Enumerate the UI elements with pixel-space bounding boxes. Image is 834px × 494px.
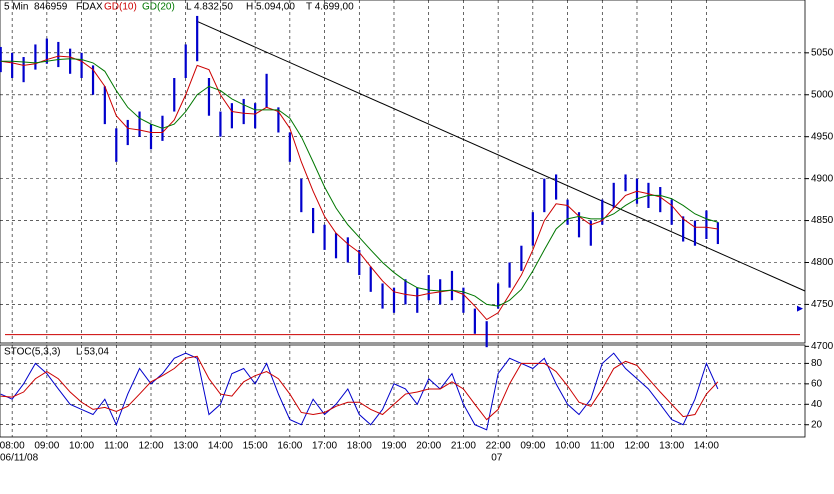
- legend-ma20: GD(20): [142, 2, 175, 13]
- x-tick-label: 19:00: [381, 441, 406, 452]
- y-tick-label: 80: [811, 358, 823, 369]
- stoch-title: STOC(5,3,3): [4, 347, 61, 358]
- x-tick-label: 09:00: [520, 441, 545, 452]
- stat-last: L 4.832,50: [186, 2, 233, 13]
- series-line: [0, 355, 719, 421]
- y-tick-label: 4700: [811, 341, 834, 352]
- x-tick-label: 12:00: [624, 441, 649, 452]
- stat-high: H 5.094,00: [246, 2, 295, 13]
- x-tick-label: 11:00: [104, 441, 129, 452]
- x-tick-label: 08:00: [0, 441, 25, 452]
- x-tick-label: 15:00: [243, 441, 268, 452]
- y-tick-label: 4850: [811, 215, 834, 226]
- y-tick-label: 60: [811, 378, 823, 389]
- y-tick-label: 4750: [811, 299, 834, 310]
- y-tick-label: 20: [811, 419, 823, 430]
- y-tick-label: 4900: [811, 173, 834, 184]
- x-tick-label: 09:00: [34, 441, 59, 452]
- x-tick-label: 17:00: [312, 441, 337, 452]
- x-tick-label: 13:00: [173, 441, 198, 452]
- x-tick-label: 21:00: [451, 441, 476, 452]
- x-tick-label: 12:00: [138, 441, 163, 452]
- series-line: [0, 352, 719, 431]
- series-line: [0, 58, 719, 307]
- x-tick-label: 20:00: [416, 441, 441, 452]
- y-tick-label: 5000: [811, 89, 834, 100]
- last-price-marker: [797, 305, 803, 312]
- instrument-id: 846959: [34, 2, 68, 13]
- x-tick-label: 11:00: [590, 441, 615, 452]
- date-label: 07: [491, 453, 503, 464]
- x-tick-label: 10:00: [555, 441, 580, 452]
- x-tick-label: 16:00: [277, 441, 302, 452]
- y-tick-label: 4800: [811, 257, 834, 268]
- price-panel: [0, 0, 806, 344]
- stat-low: T 4.699,00: [306, 2, 354, 13]
- series-line: [0, 55, 718, 321]
- symbol: FDAX: [76, 2, 103, 13]
- x-tick-label: 14:00: [208, 441, 233, 452]
- stoch-panel: [0, 344, 806, 438]
- stoch-stat: L 53,04: [76, 347, 109, 358]
- x-tick-label: 18:00: [347, 441, 372, 452]
- x-tick-label: 13:00: [659, 441, 684, 452]
- x-tick-label: 10:00: [69, 441, 94, 452]
- y-tick-label: 40: [811, 399, 823, 410]
- y-tick-label: 4950: [811, 131, 834, 142]
- x-tick-label: 22:00: [486, 441, 511, 452]
- trend-line: [195, 20, 806, 292]
- legend-ma10: GD(10): [104, 2, 137, 13]
- date-label: 06/11/08: [0, 453, 39, 464]
- y-tick-label: 5050: [811, 47, 834, 58]
- interval: 5 Min: [4, 2, 28, 13]
- x-tick-label: 14:00: [694, 441, 719, 452]
